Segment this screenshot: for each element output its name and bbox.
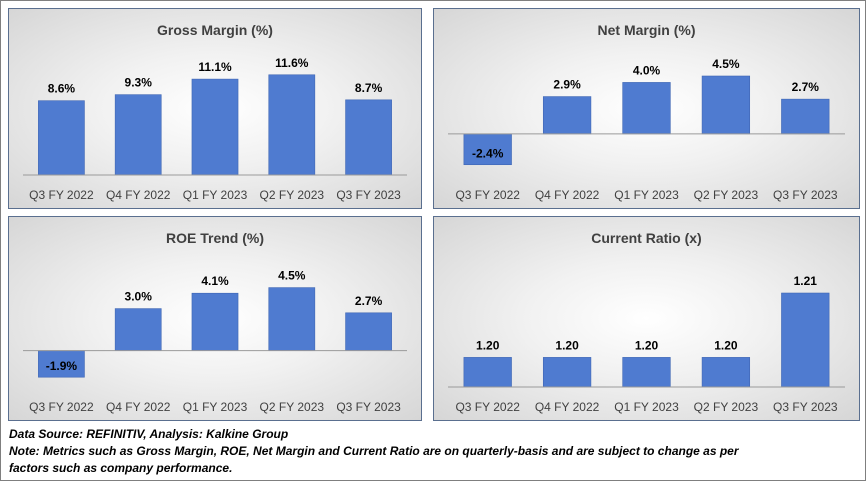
- x-tick-label: Q4 FY 2022: [535, 400, 600, 414]
- data-label: 9.3%: [125, 76, 153, 90]
- x-tick-label: Q2 FY 2023: [694, 188, 759, 202]
- chart-title: Net Margin (%): [598, 22, 696, 38]
- x-tick-label: Q3 FY 2023: [336, 400, 401, 414]
- x-tick-label: Q3 FY 2022: [29, 188, 94, 202]
- data-label: 8.7%: [355, 81, 383, 95]
- note-line-2: factors such as company performance.: [9, 461, 233, 475]
- note-line-1: Note: Metrics such as Gross Margin, ROE,…: [9, 444, 739, 458]
- bar: [268, 74, 316, 176]
- data-source-line: Data Source: REFINITIV, Analysis: Kalkin…: [9, 427, 289, 441]
- bar: [345, 99, 392, 176]
- bar: [701, 357, 751, 388]
- footer-notes: Data Source: REFINITIV, Analysis: Kalkin…: [9, 426, 859, 477]
- chart-current-ratio: Current Ratio (x) 1.20 Q3 FY 2022 1.20 Q4 FY…: [433, 216, 860, 421]
- chart-title: Current Ratio (x): [591, 230, 701, 246]
- chart-gross-margin: Gross Margin (%) 8.6% Q3 FY 2022 9.3% Q4 FY …: [8, 8, 422, 209]
- chart-net-margin: Net Margin (%) -2.4% Q3 FY 2022 2.9% Q4 FY 2…: [433, 8, 860, 209]
- x-tick-label: Q3 FY 2023: [773, 400, 838, 414]
- x-tick-label: Q1 FY 2023: [614, 188, 679, 202]
- data-label: 1.20: [555, 338, 579, 352]
- bar: [345, 312, 392, 351]
- data-label: 3.0%: [125, 290, 153, 304]
- data-label: 1.20: [714, 338, 738, 352]
- x-tick-label: Q1 FY 2023: [183, 188, 248, 202]
- x-tick-label: Q2 FY 2023: [694, 400, 759, 414]
- bar: [114, 308, 162, 351]
- chart-roe-trend: ROE Trend (%) -1.9% Q3 FY 2022 3.0% Q4 FY 20…: [8, 216, 422, 421]
- roe-trend-svg: ROE Trend (%) -1.9% Q3 FY 2022 3.0% Q4 FY 20…: [23, 230, 407, 414]
- x-tick-label: Q4 FY 2022: [106, 188, 171, 202]
- bar: [622, 82, 671, 135]
- data-label: 2.7%: [355, 294, 383, 308]
- data-label: 4.5%: [278, 269, 306, 283]
- x-tick-label: Q3 FY 2023: [336, 188, 401, 202]
- bar: [268, 287, 316, 351]
- bar: [38, 100, 85, 176]
- bar: [622, 357, 671, 388]
- x-tick-label: Q2 FY 2023: [260, 188, 325, 202]
- data-label: 2.9%: [553, 78, 581, 92]
- x-tick-label: Q1 FY 2023: [614, 400, 679, 414]
- data-label: 11.1%: [198, 60, 232, 74]
- current-ratio-svg: Current Ratio (x) 1.20 Q3 FY 2022 1.20 Q4 FY…: [448, 230, 845, 414]
- bar: [781, 292, 830, 388]
- x-tick-label: Q4 FY 2022: [535, 188, 600, 202]
- x-tick-label: Q3 FY 2022: [29, 400, 94, 414]
- data-label: 4.0%: [633, 63, 661, 77]
- data-label: 11.6%: [275, 56, 309, 70]
- chart-title: Gross Margin (%): [157, 22, 273, 38]
- x-tick-label: Q3 FY 2023: [773, 188, 838, 202]
- data-label: 1.20: [635, 338, 659, 352]
- bar: [114, 94, 162, 176]
- data-label: 2.7%: [792, 80, 820, 94]
- data-label: 4.1%: [201, 274, 229, 288]
- gross-margin-svg: Gross Margin (%) 8.6% Q3 FY 2022 9.3% Q4 FY …: [23, 22, 407, 202]
- bar: [463, 133, 512, 166]
- bar: [701, 75, 751, 135]
- x-tick-label: Q2 FY 2023: [260, 400, 325, 414]
- x-tick-label: Q1 FY 2023: [183, 400, 248, 414]
- x-tick-label: Q3 FY 2022: [455, 188, 520, 202]
- data-label: 4.5%: [712, 57, 740, 71]
- bar: [542, 96, 592, 135]
- x-tick-label: Q3 FY 2022: [455, 400, 520, 414]
- data-label: -1.9%: [46, 359, 78, 373]
- data-label: 8.6%: [48, 82, 76, 96]
- bar: [463, 357, 512, 388]
- net-margin-svg: Net Margin (%) -2.4% Q3 FY 2022 2.9% Q4 FY 2…: [448, 22, 845, 202]
- data-label: -2.4%: [472, 147, 504, 161]
- bar: [542, 357, 592, 388]
- chart-title: ROE Trend (%): [166, 230, 264, 246]
- bar: [191, 292, 239, 351]
- data-label: 1.20: [476, 338, 500, 352]
- bar: [781, 98, 830, 135]
- x-tick-label: Q4 FY 2022: [106, 400, 171, 414]
- data-label: 1.21: [794, 274, 818, 288]
- bar: [191, 78, 239, 176]
